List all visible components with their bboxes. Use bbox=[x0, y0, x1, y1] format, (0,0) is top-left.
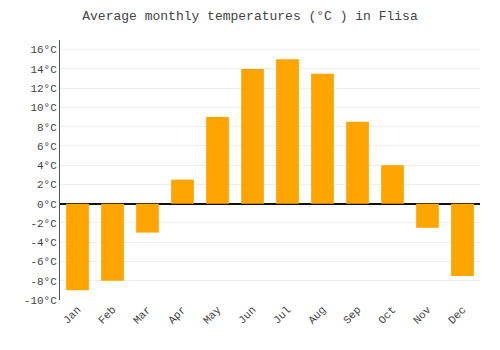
svg-text:-8°C: -8°C bbox=[30, 276, 57, 288]
svg-text:Aug: Aug bbox=[306, 304, 328, 326]
svg-text:2°C: 2°C bbox=[37, 179, 57, 191]
svg-text:-10°C: -10°C bbox=[24, 295, 57, 307]
svg-text:-2°C: -2°C bbox=[30, 218, 57, 230]
svg-text:Feb: Feb bbox=[96, 304, 118, 326]
svg-text:10°C: 10°C bbox=[30, 102, 57, 114]
svg-text:Jun: Jun bbox=[236, 304, 258, 326]
svg-text:8°C: 8°C bbox=[37, 122, 57, 134]
svg-text:Apr: Apr bbox=[166, 304, 188, 326]
svg-text:6°C: 6°C bbox=[37, 141, 57, 153]
svg-text:Jul: Jul bbox=[271, 304, 293, 326]
svg-text:Sep: Sep bbox=[341, 304, 363, 326]
svg-text:Mar: Mar bbox=[131, 304, 153, 326]
svg-text:14°C: 14°C bbox=[30, 64, 57, 76]
svg-text:Nov: Nov bbox=[411, 304, 434, 327]
svg-text:16°C: 16°C bbox=[30, 44, 57, 56]
svg-text:May: May bbox=[201, 304, 224, 327]
svg-text:-4°C: -4°C bbox=[30, 237, 57, 249]
svg-text:-6°C: -6°C bbox=[30, 256, 57, 268]
svg-text:Dec: Dec bbox=[446, 304, 468, 326]
svg-text:0°C: 0°C bbox=[37, 199, 57, 211]
svg-text:Oct: Oct bbox=[376, 304, 398, 326]
svg-text:Jan: Jan bbox=[61, 304, 83, 326]
svg-text:12°C: 12°C bbox=[30, 83, 57, 95]
svg-text:Average monthly temperatures (: Average monthly temperatures (°C ) in Fl… bbox=[82, 9, 418, 24]
svg-text:4°C: 4°C bbox=[37, 160, 57, 172]
